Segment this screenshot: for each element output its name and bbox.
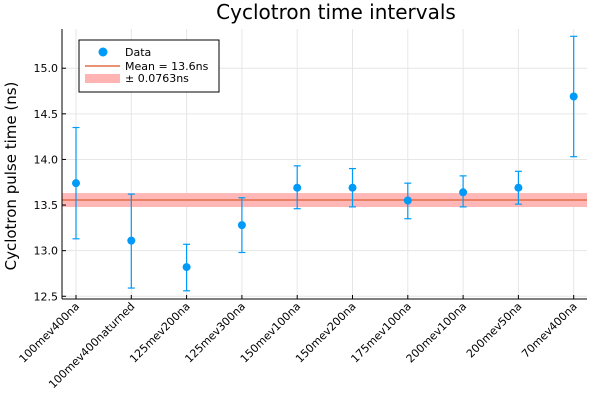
data-point-group [72, 126, 80, 240]
data-point [293, 183, 302, 192]
x-tick-label: 70mev400na [519, 300, 580, 361]
data-point [182, 263, 191, 272]
data-point [403, 196, 412, 205]
data-point [459, 188, 468, 197]
x-tick-label: 200mev50na [464, 300, 525, 361]
tick-labels: 12.513.013.514.014.515.0100mev400na100me… [17, 62, 580, 391]
data-point [127, 236, 136, 245]
legend-band-label: ± 0.0763ns [125, 72, 189, 85]
data-point [348, 183, 357, 192]
data-point-group [403, 182, 412, 220]
legend-mean-label: Mean = 13.6ns [125, 60, 209, 73]
data-point [237, 221, 246, 230]
data-point-group [514, 170, 523, 205]
mean-band-layer [62, 193, 587, 207]
y-tick-label: 13.5 [34, 199, 59, 212]
data-point [514, 183, 523, 192]
y-tick-label: 15.0 [34, 62, 59, 75]
data-point [72, 179, 80, 188]
data-point-group [293, 165, 302, 210]
legend-data-marker [98, 47, 108, 57]
y-tick-label: 14.5 [34, 108, 59, 121]
data-layer [72, 35, 578, 292]
data-point-group [127, 193, 136, 289]
y-tick-label: 12.5 [34, 290, 59, 303]
data-point [569, 92, 578, 101]
chart-title: Cyclotron time intervals [216, 0, 456, 24]
y-tick-label: 13.0 [34, 245, 59, 258]
data-point-group [348, 167, 357, 208]
legend-band-swatch [85, 74, 120, 83]
legend-data-label: Data [125, 46, 151, 59]
y-axis-label: Cyclotron pulse time (ns) [2, 82, 20, 271]
legend: Data Mean = 13.6ns ± 0.0763ns [78, 39, 220, 93]
axes [61, 29, 587, 300]
data-point-group [459, 175, 468, 208]
y-tick-label: 14.0 [34, 153, 59, 166]
data-point-group [569, 35, 578, 158]
x-tick-label: 200mev100na [404, 300, 470, 366]
data-point-group [182, 243, 191, 292]
data-point-group [237, 197, 246, 254]
